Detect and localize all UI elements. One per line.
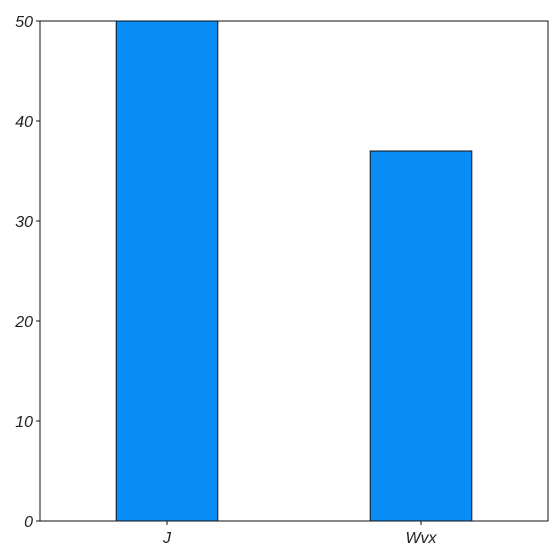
y-tick-label: 20 bbox=[14, 314, 33, 331]
bars bbox=[115, 20, 473, 522]
bar-wvx bbox=[369, 150, 473, 522]
x-tick-label: J bbox=[162, 530, 172, 547]
y-tick-label: 50 bbox=[15, 14, 33, 31]
y-tick-label: 0 bbox=[24, 514, 33, 531]
y-tick-label: 40 bbox=[15, 114, 33, 131]
y-axis: 0 10 20 30 40 50 bbox=[14, 14, 40, 531]
x-axis: J Wvx bbox=[162, 521, 438, 547]
bar-j bbox=[115, 20, 219, 522]
y-tick-label: 30 bbox=[15, 214, 33, 231]
y-tick-label: 10 bbox=[15, 414, 33, 431]
plot-area bbox=[39, 20, 549, 522]
x-tick-label: Wvx bbox=[405, 530, 437, 547]
